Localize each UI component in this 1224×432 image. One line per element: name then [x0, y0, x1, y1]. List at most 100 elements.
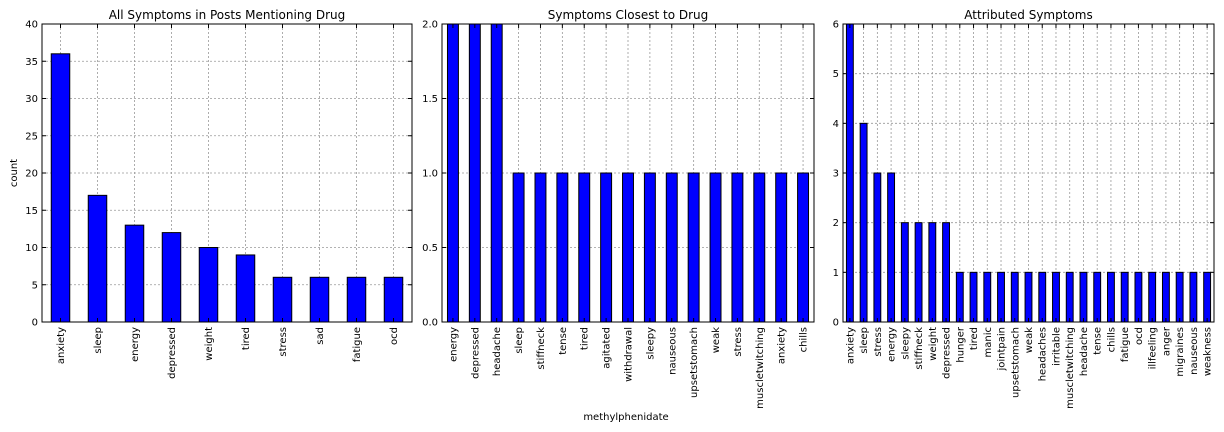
- x-tick-label: stiffneck: [914, 327, 925, 370]
- y-tick-label: 15: [25, 206, 38, 217]
- x-tick-label: anger: [1161, 326, 1172, 356]
- y-tick-label: 5: [833, 69, 839, 80]
- x-tick-label: fatigue: [352, 327, 363, 362]
- x-tick-label: weak: [711, 327, 722, 353]
- bar-ocd: [383, 276, 404, 323]
- x-tick-label: muscletwitching: [755, 327, 766, 409]
- y-tick-label: 6: [833, 20, 839, 31]
- bar-stress: [272, 276, 293, 323]
- bar-stiffneck: [534, 172, 547, 323]
- y-axis-label: count: [9, 159, 20, 187]
- bar-muscletwitching: [753, 172, 766, 323]
- y-tick-label: 1.5: [422, 94, 438, 105]
- bar-migraines: [1175, 271, 1184, 323]
- bar-weight: [928, 222, 937, 323]
- bar-chills: [1107, 271, 1115, 323]
- y-tick-label: 1: [833, 268, 839, 279]
- bar-sad: [309, 276, 330, 323]
- x-tick-label: anxiety: [56, 327, 67, 364]
- bar-anxiety: [845, 23, 854, 323]
- bar-weak: [709, 172, 722, 323]
- bar-irritable: [1052, 271, 1060, 323]
- x-tick-label: energy: [130, 327, 141, 362]
- x-tick-label: tired: [969, 327, 980, 350]
- x-tick-label: headaches: [1038, 327, 1049, 381]
- x-tick-label: anxiety: [845, 327, 856, 364]
- bar-headache: [490, 23, 503, 323]
- x-tick-label: illfeeling: [1148, 327, 1159, 369]
- x-tick-label: fatigue: [1120, 327, 1131, 362]
- x-tick-label: stress: [733, 327, 744, 357]
- x-tick-label: depressed: [942, 327, 953, 379]
- bar-manic: [983, 271, 992, 323]
- bar-fatigue: [1120, 271, 1129, 323]
- x-tick-label: energy: [448, 327, 459, 362]
- x-tick-label: manic: [983, 327, 994, 357]
- bar-anxiety: [775, 172, 788, 323]
- x-tick-label: tired: [241, 327, 252, 350]
- bar-upsetstomach: [687, 172, 700, 323]
- chart-title: All Symptoms in Posts Mentioning Drug: [109, 8, 346, 22]
- bar-agitated: [600, 172, 613, 323]
- x-tick-label: sleepy: [645, 327, 656, 360]
- bar-energy: [446, 23, 459, 323]
- y-tick-label: 0.0: [422, 318, 438, 329]
- plot-frame: [842, 23, 1215, 323]
- y-tick-label: 2.0: [422, 20, 438, 31]
- x-tick-label: withdrawal: [624, 327, 635, 382]
- x-tick-label: stress: [873, 327, 884, 357]
- x-tick-label: weakness: [1203, 327, 1214, 376]
- bar-stiffneck: [914, 222, 923, 323]
- x-tick-label: sleep: [93, 327, 104, 354]
- bar-tense: [556, 172, 569, 323]
- bar-illfeeling: [1148, 271, 1157, 323]
- bar-headaches: [1038, 271, 1047, 323]
- y-tick-label: 30: [25, 94, 38, 105]
- chart-title: Attributed Symptoms: [964, 8, 1092, 22]
- x-tick-label: sleepy: [900, 327, 911, 360]
- x-tick-label: upsetstomach: [1010, 327, 1021, 398]
- x-tick-label: agitated: [602, 327, 613, 369]
- x-tick-label: sad: [315, 327, 326, 345]
- bar-hunger: [955, 271, 964, 323]
- bar-chills: [797, 172, 810, 323]
- x-tick-label: ocd: [389, 327, 400, 345]
- x-tick-label: depressed: [470, 327, 481, 379]
- y-tick-label: 1.0: [422, 169, 438, 180]
- bar-weight: [198, 247, 219, 323]
- x-tick-label: migraines: [1175, 327, 1186, 377]
- bar-stress: [731, 172, 744, 323]
- x-tick-label: chills: [1106, 327, 1117, 352]
- bar-sleepy: [900, 222, 909, 323]
- x-tick-label: sleep: [514, 327, 525, 354]
- y-tick-label: 0: [833, 318, 839, 329]
- bar-sleep: [87, 194, 108, 323]
- x-tick-label: nauseous: [1189, 327, 1200, 375]
- y-tick-label: 2: [833, 218, 839, 229]
- chart-all-symptoms: 0 5 10 15 20 25 30 35 40 anxiety sleep energy depres…: [9, 8, 413, 379]
- plot-frame: [441, 23, 815, 323]
- bar-anger: [1161, 271, 1170, 323]
- bar-headache: [1079, 271, 1088, 323]
- bar-ocd: [1134, 271, 1143, 323]
- bar-depressed: [161, 232, 182, 323]
- bar-depressed: [942, 222, 950, 323]
- y-tick-label: 35: [25, 57, 38, 68]
- x-tick-label: sleep: [859, 327, 870, 354]
- y-tick-label: 20: [25, 169, 38, 180]
- bar-energy: [124, 224, 145, 323]
- bar-nauseous: [1189, 271, 1198, 323]
- x-tick-label: stress: [278, 327, 289, 357]
- chart-title: Symptoms Closest to Drug: [548, 8, 709, 22]
- x-tick-label: anxiety: [777, 327, 788, 364]
- bar-depressed: [468, 23, 481, 323]
- x-tick-label: upsetstomach: [689, 327, 700, 398]
- x-tick-label: irritable: [1051, 327, 1062, 366]
- bar-fatigue: [346, 276, 367, 323]
- bar-sleep: [859, 122, 868, 323]
- bar-tired: [235, 254, 256, 323]
- bar-tired: [578, 172, 591, 323]
- bar-sleep: [512, 172, 525, 323]
- y-tick-label: 10: [25, 243, 38, 254]
- bar-stress: [873, 172, 882, 323]
